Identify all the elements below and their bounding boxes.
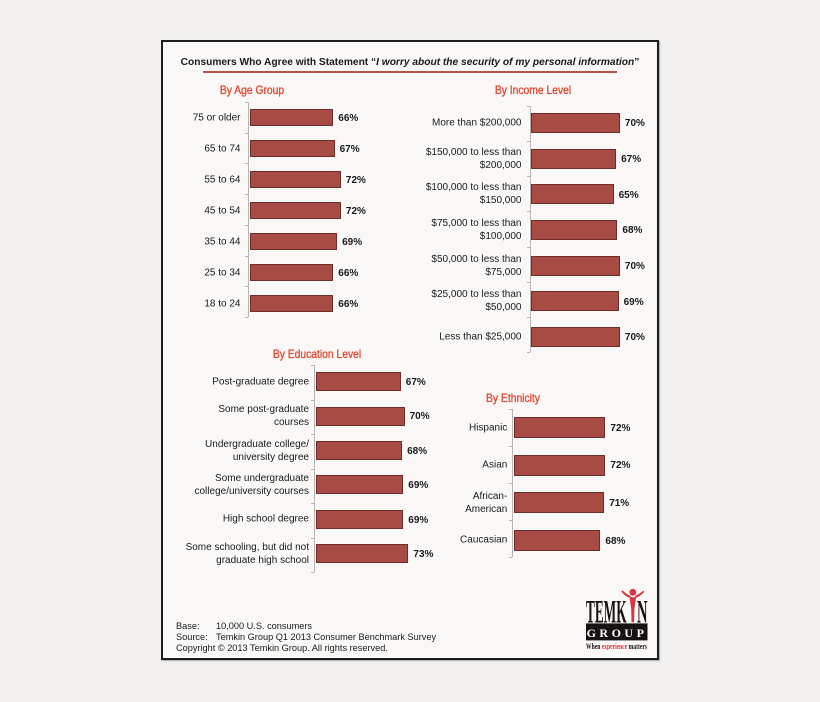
svg-text:N: N (637, 594, 648, 630)
svg-text:When experience matters: When experience matters (586, 641, 647, 650)
svg-text:GROUP: GROUP (587, 626, 648, 640)
